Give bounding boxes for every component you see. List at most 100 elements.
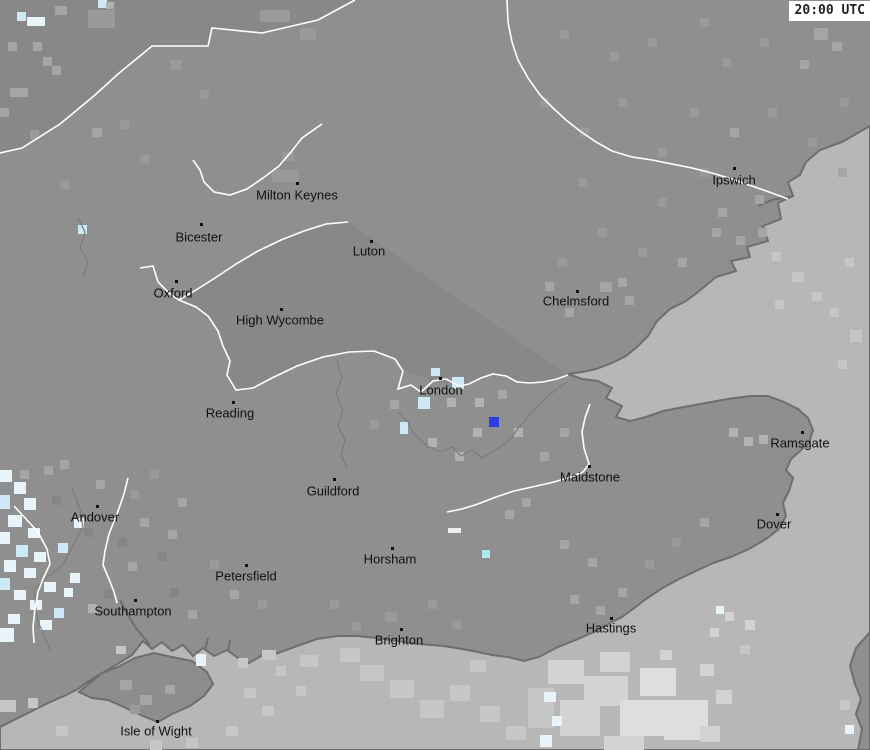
- precip-cell-g1: [618, 98, 627, 107]
- county-line-wiltshire: [33, 487, 84, 651]
- precip-cell-g2: [52, 66, 61, 75]
- precip-cell-s1: [360, 665, 384, 681]
- precip-cell-g1: [560, 30, 569, 39]
- precip-cell-g2: [44, 466, 53, 475]
- precip-cell-s1: [186, 738, 198, 748]
- precip-cell-g2: [188, 610, 197, 619]
- precip-cell-dg: [158, 552, 167, 561]
- precip-cell-s1: [340, 648, 360, 662]
- precip-cell-g1: [140, 155, 149, 164]
- precip-cell-s1: [470, 660, 486, 672]
- precip-cell-g2: [33, 42, 42, 51]
- precip-cell-wb: [0, 628, 14, 642]
- precip-cell-g1: [722, 58, 731, 67]
- precip-cell-s1: [792, 272, 804, 282]
- precip-cell-g2: [0, 108, 9, 117]
- precip-cell-s2: [745, 620, 755, 630]
- precip-cell-g1: [658, 198, 667, 207]
- precip-cell-s1: [116, 646, 126, 654]
- precip-cell-s1: [56, 726, 68, 736]
- precip-cell-g1: [120, 120, 129, 129]
- precip-cell-g2: [20, 470, 29, 479]
- precip-cell-wb: [716, 606, 724, 614]
- timestamp-badge: 20:00 UTC: [788, 1, 870, 21]
- white-line-london-north: [396, 370, 569, 394]
- precip-cell-g2: [140, 695, 152, 705]
- precip-cell-wb: [40, 620, 52, 630]
- precip-cell-g3: [447, 398, 456, 407]
- precip-cell-s2: [700, 664, 714, 676]
- county-tint-layer: [0, 0, 568, 390]
- precip-cell-g1: [540, 98, 549, 107]
- precip-cell-g2: [700, 518, 709, 527]
- precip-cell-g1: [330, 600, 339, 609]
- precip-cell-g1: [768, 108, 777, 117]
- precip-cell-g2: [565, 308, 574, 317]
- precip-cell-g1: [672, 538, 681, 547]
- precip-cell-g3: [88, 604, 97, 613]
- precip-cell-g1: [808, 138, 817, 147]
- precip-cell-g2: [600, 282, 612, 292]
- precip-cell-wb: [845, 725, 854, 734]
- county-tint-herts-london: [179, 222, 568, 390]
- precip-cell-g2: [618, 278, 627, 287]
- precip-cell-g1: [645, 560, 654, 569]
- precip-cell-wh: [448, 528, 461, 533]
- precip-cell-wb: [8, 614, 20, 624]
- precip-cell-lb: [16, 545, 28, 557]
- precip-cell-lb: [17, 12, 26, 21]
- precip-cell-g2: [755, 195, 764, 204]
- county-line-oxfordshire: [77, 217, 89, 279]
- precip-cell-s2: [660, 650, 672, 660]
- precip-cell-g1: [610, 52, 619, 61]
- precip-cell-wb: [44, 582, 56, 592]
- precip-cell-g3: [428, 438, 437, 447]
- precip-cell-g1: [260, 10, 290, 22]
- white-line-maidstone: [446, 403, 591, 513]
- precip-cell-g2: [758, 228, 767, 237]
- precip-cell-g2: [230, 590, 239, 599]
- precip-cell-g1: [130, 490, 139, 499]
- precip-cell-g2: [522, 498, 531, 507]
- precip-cell-s1: [772, 252, 781, 261]
- precip-cell-lb: [400, 422, 408, 434]
- precip-cell-s1: [300, 655, 318, 667]
- precip-cell-g2: [178, 498, 187, 507]
- precip-cell-g1: [648, 38, 657, 47]
- precip-cell-g1: [700, 18, 709, 27]
- portsmouth-harbour-inlet: [204, 637, 231, 653]
- precip-cell-g2: [814, 28, 828, 40]
- precip-cell-wb: [70, 573, 80, 583]
- precip-cell-s1: [262, 706, 274, 716]
- precip-cell-g1: [690, 108, 699, 117]
- precip-cell-g2: [730, 128, 739, 137]
- precip-cell-g2: [838, 168, 847, 177]
- white-line-chilterns-diagonal: [178, 221, 349, 301]
- precip-cell-g3: [744, 437, 753, 446]
- precip-cell-cy: [482, 550, 490, 558]
- precip-cell-g2: [545, 282, 554, 291]
- precip-cell-g2: [10, 88, 28, 97]
- precip-cell-wb: [540, 735, 552, 747]
- precip-cell-g2: [390, 400, 399, 409]
- precip-cell-wb: [4, 560, 16, 572]
- precip-cell-g3: [455, 452, 464, 461]
- precip-cell-s2: [725, 612, 734, 621]
- precip-cell-wb: [0, 470, 12, 482]
- precip-cell-g2: [43, 57, 52, 66]
- precip-cell-wb: [64, 588, 73, 597]
- precip-cell-s2: [560, 700, 600, 736]
- precip-cell-g1: [452, 620, 461, 629]
- precip-cell-g3: [475, 398, 484, 407]
- precip-cell-lb: [0, 495, 10, 509]
- precip-cell-g2: [96, 480, 105, 489]
- precip-cell-g1: [385, 612, 397, 622]
- white-line-milton-keynes: [192, 123, 323, 196]
- white-line-left-edge: [13, 505, 51, 644]
- precip-cell-wb: [34, 552, 46, 562]
- precip-cell-lb: [78, 225, 87, 234]
- southampton-water-inlet: [119, 599, 151, 646]
- precip-cell-wb: [196, 654, 206, 666]
- precip-cell-g3: [473, 428, 482, 437]
